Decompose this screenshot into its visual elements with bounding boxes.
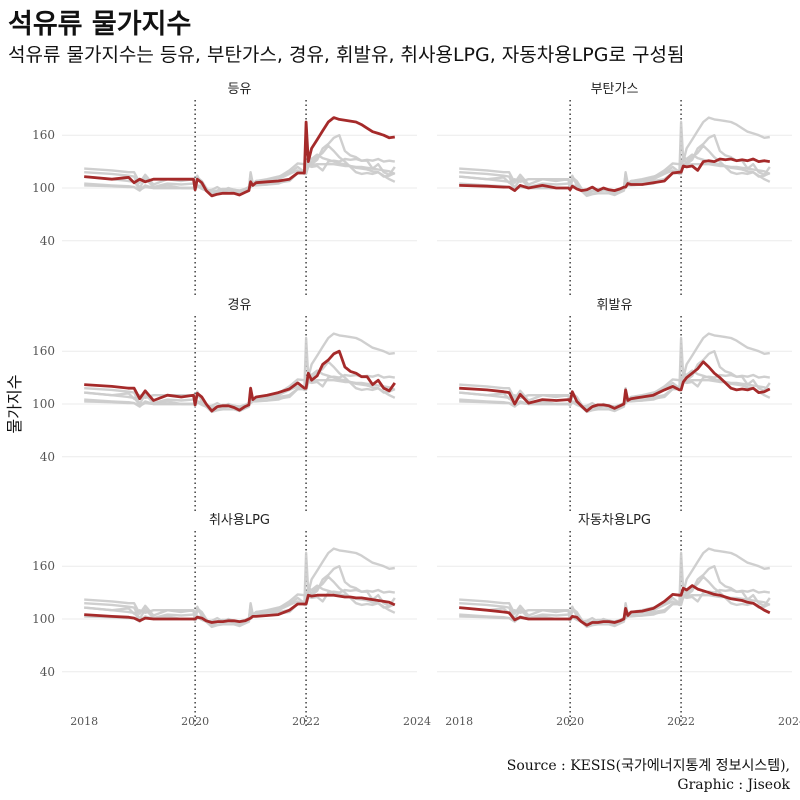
y-tick-label: 160 [32, 344, 55, 358]
facet-panel: 휘발유 [437, 298, 792, 512]
background-series-line [84, 332, 395, 414]
facet-strip-label: 등유 [228, 82, 252, 97]
highlight-series-line [459, 584, 771, 627]
y-tick-label: 100 [32, 397, 55, 411]
y-tick-label: 160 [32, 559, 55, 573]
facet-strip-label: 부탄가스 [591, 82, 639, 97]
x-tick-label: 2024 [778, 715, 800, 728]
background-series-line [459, 116, 770, 198]
highlight-series-line [84, 593, 396, 624]
facet-panel: 부탄가스 [437, 82, 792, 296]
x-tick-label: 2020 [556, 715, 584, 728]
y-tick-label: 100 [32, 612, 55, 626]
highlight-series-line [459, 157, 771, 192]
x-tick-label: 2022 [292, 715, 320, 728]
chart-title: 석유류 물가지수 [8, 9, 192, 40]
y-tick-label: 40 [40, 234, 55, 248]
facet-panel: 취사용LPG 40 100 160 2018 2020 2022 2024 [32, 513, 431, 728]
x-tick-label: 2024 [403, 715, 431, 728]
x-tick-label: 2020 [181, 715, 209, 728]
y-tick-label: 160 [32, 128, 55, 142]
facet-strip-label: 취사용LPG [209, 513, 270, 528]
facet-strip-label: 자동차용LPG [578, 513, 651, 528]
highlight-series-line [84, 116, 396, 198]
x-tick-label: 2018 [70, 715, 98, 728]
facet-strip-label: 경유 [228, 298, 252, 313]
x-tick-label: 2018 [445, 715, 473, 728]
background-series-line [84, 547, 395, 629]
caption-credit: Graphic : Jiseok [677, 777, 790, 793]
x-tick-label: 2022 [667, 715, 695, 728]
y-tick-label: 100 [32, 181, 55, 195]
facet-panel: 경유 40 100 160 [32, 298, 417, 512]
y-tick-label: 40 [40, 450, 55, 464]
caption-source: Source : KESIS(국가에너지통계 정보시스템), [506, 758, 790, 774]
facet-panel: 자동차용LPG 2018 2020 2022 2024 [437, 513, 800, 728]
highlight-series-line [84, 349, 396, 413]
chart-caption: Source : KESIS(국가에너지통계 정보시스템), Graphic :… [507, 757, 790, 795]
y-tick-label: 40 [40, 665, 55, 679]
highlight-series-line [459, 360, 771, 413]
facet-strip-label: 휘발유 [597, 298, 633, 313]
background-series-line [459, 547, 770, 629]
background-series-line [459, 332, 770, 414]
facet-panel: 등유 40 100 160 [32, 82, 417, 296]
chart-subtitle: 석유류 물가지수는 등유, 부탄가스, 경유, 휘발유, 취사용LPG, 자동차… [8, 44, 685, 66]
